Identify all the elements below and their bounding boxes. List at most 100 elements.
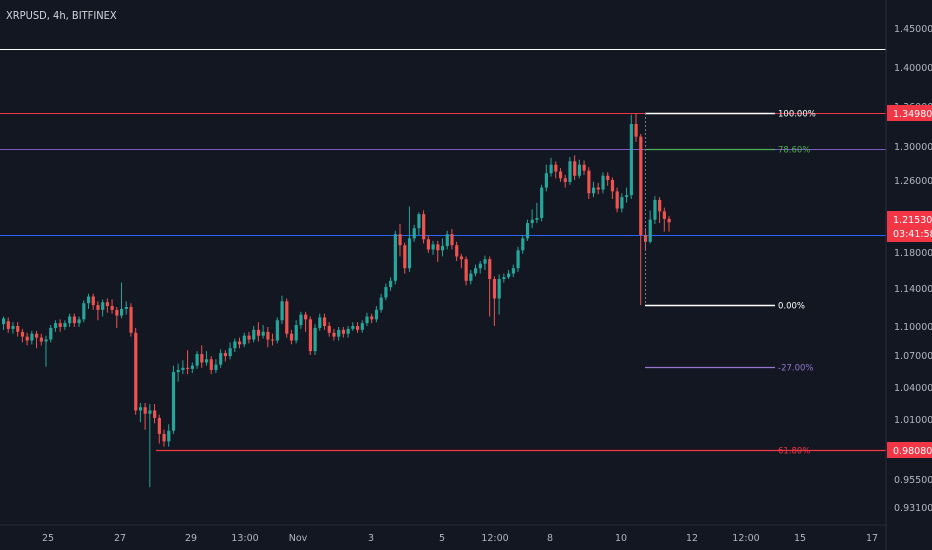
candle-body	[407, 238, 412, 269]
price-tick-label: 1.26000	[894, 176, 932, 187]
candle-body	[625, 195, 629, 198]
candle-body	[455, 245, 459, 257]
price-tick-label: 0.95500	[894, 475, 932, 486]
candle-body	[82, 303, 86, 320]
candle-body	[351, 326, 355, 329]
candle-body	[223, 353, 228, 357]
candle-body	[370, 316, 374, 320]
candle-body	[209, 359, 213, 370]
candle-body	[464, 259, 468, 281]
candle-body	[525, 223, 530, 239]
candle-body	[426, 239, 430, 250]
candle-body	[6, 321, 10, 329]
candle-body	[134, 332, 138, 411]
candle-body	[601, 175, 605, 190]
candle-body	[204, 359, 209, 363]
price-label-box	[887, 442, 932, 458]
candle-body	[474, 268, 478, 274]
time-axis[interactable]: 25 27 29 13:00 Nov 3 5 12:00 8 10 12 12:00 15 17	[0, 524, 886, 544]
candle-body	[374, 309, 379, 320]
candle-body	[535, 218, 539, 220]
fib-level-label: 100.00%	[778, 110, 816, 120]
candle-body	[634, 124, 638, 137]
candle-body	[483, 259, 487, 264]
time-tick-label: 3	[368, 533, 374, 544]
candle-body	[285, 301, 289, 334]
time-tick-label: 8	[547, 533, 553, 544]
candle-body	[294, 325, 298, 341]
candle-body	[332, 332, 336, 337]
candle-body	[356, 326, 360, 330]
candle-body	[308, 319, 312, 352]
candle-body	[422, 214, 426, 240]
candle-body	[11, 326, 15, 329]
candle-body	[313, 327, 317, 352]
candle-body	[68, 316, 72, 324]
candle-body	[280, 301, 284, 321]
time-tick-label: 12:00	[732, 533, 759, 544]
candle-body	[549, 164, 553, 174]
candle-body	[653, 199, 657, 220]
candle-body	[563, 178, 567, 182]
candle-body	[261, 331, 265, 336]
price-tick-label: 1.30000	[894, 142, 932, 153]
candle-body	[393, 234, 397, 281]
candle-body	[110, 306, 114, 310]
candle-body	[610, 180, 615, 192]
price-labels: 1.34980 1.21530 03:41:58 0.98080	[887, 105, 932, 458]
candle-body	[582, 164, 586, 171]
candle-body	[195, 354, 199, 366]
candle-body	[63, 323, 67, 327]
time-tick-label: 10	[615, 533, 627, 544]
candle-body	[379, 297, 383, 310]
candle-body	[502, 277, 506, 279]
candle-body	[275, 320, 279, 341]
candle-body	[639, 136, 643, 235]
fib-level-label: -27.00%	[778, 364, 813, 374]
candle-body	[554, 164, 558, 172]
price-tick-label: 1.14000	[894, 284, 932, 295]
candle-body	[228, 348, 232, 357]
candle-body	[440, 246, 445, 251]
candle-body	[365, 316, 369, 324]
candle-body	[115, 309, 119, 316]
time-tick-label: Nov	[289, 533, 308, 544]
candle-body	[398, 234, 402, 246]
candle-body	[101, 302, 105, 310]
candle-body	[148, 410, 152, 414]
candle-body	[497, 279, 501, 299]
candle-body	[77, 319, 81, 324]
candle-body	[596, 187, 600, 190]
price-tick-label: 1.07000	[894, 351, 932, 362]
candle-body	[186, 367, 190, 369]
candle-body	[384, 287, 388, 298]
time-tick-label: 12:00	[481, 533, 508, 544]
candle-body	[577, 164, 582, 176]
candle-body	[341, 329, 346, 334]
candle-body	[72, 316, 76, 324]
candle-body	[58, 323, 62, 327]
candle-body	[120, 308, 124, 316]
price-label-box	[887, 105, 932, 121]
candle-body	[450, 234, 454, 246]
candle-body	[304, 314, 308, 320]
candle-body	[153, 410, 157, 418]
candle-body	[167, 430, 171, 442]
candle-body	[124, 307, 128, 309]
price-label-box	[887, 211, 932, 242]
price-tick-label: 1.40000	[894, 63, 932, 74]
candle-body	[469, 273, 473, 281]
candle-body	[171, 372, 176, 431]
price-tick-label: 1.10000	[894, 322, 932, 333]
candle-body	[629, 124, 633, 196]
candle-body	[242, 335, 246, 345]
candle-body	[200, 354, 204, 363]
candle-body	[176, 369, 180, 373]
candle-body	[25, 336, 29, 341]
candle-body	[445, 234, 449, 247]
price-tick-label: 1.45000	[894, 24, 932, 35]
candles	[2, 113, 671, 488]
candle-body	[662, 211, 666, 219]
candle-body	[648, 219, 652, 242]
